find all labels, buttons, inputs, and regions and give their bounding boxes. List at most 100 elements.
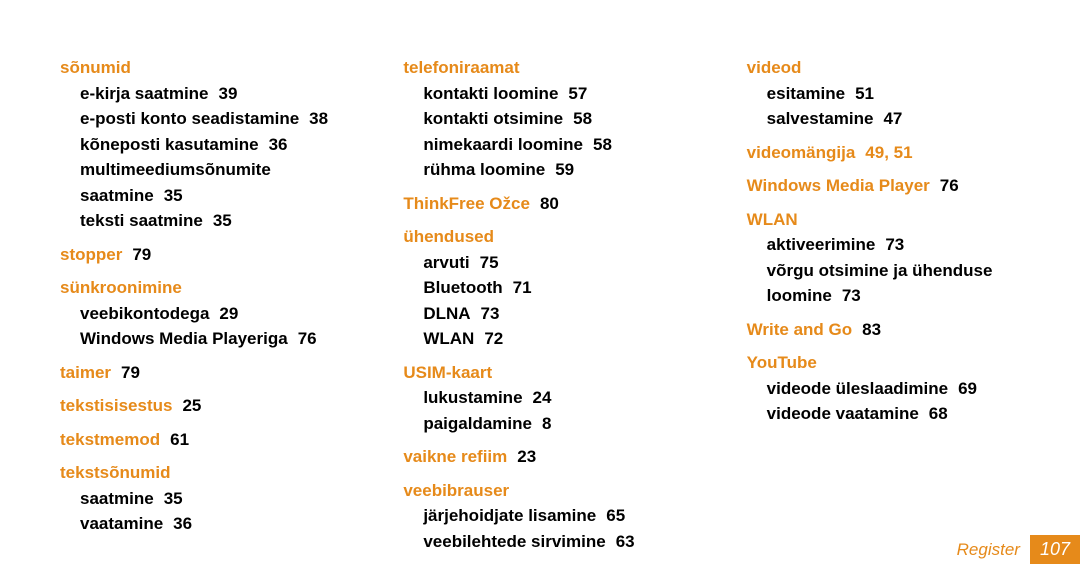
index-heading: Windows Media Player76 [747, 173, 1020, 199]
sub-label: veebilehtede sirvimine [423, 532, 605, 551]
sub-label: DLNA [423, 304, 470, 323]
index-subentry: salvestamine47 [747, 106, 1020, 132]
sub-label: nimekaardi loomine [423, 135, 583, 154]
index-heading: videod [747, 55, 1020, 81]
index-subentry: esitamine51 [747, 81, 1020, 107]
index-subentry: videode vaatamine68 [747, 401, 1020, 427]
index-heading: videomängija 49, 51 [747, 140, 1020, 166]
heading-page: 79 [121, 363, 140, 382]
index-group: veebibrauserjärjehoidjate lisamine65 veeb… [403, 478, 676, 555]
index-heading: tekstsõnumid [60, 460, 333, 486]
sub-page: 59 [555, 160, 574, 179]
index-subentry: DLNA 73 [403, 301, 676, 327]
sub-page: 24 [533, 388, 552, 407]
heading-page: 83 [862, 320, 881, 339]
index-subentry: järjehoidjate lisamine65 [403, 503, 676, 529]
index-heading: sünkroonimine [60, 275, 333, 301]
index-subentry: Windows Media Playeriga 76 [60, 326, 333, 352]
heading-label: USIM-kaart [403, 363, 492, 382]
heading-page: 25 [182, 396, 201, 415]
sub-label: WLAN [423, 329, 474, 348]
sub-page: 57 [568, 84, 587, 103]
heading-label: videomängija [747, 143, 856, 162]
index-column: telefoniraamatkontakti loomine57kontakti… [403, 55, 676, 562]
heading-page: 79 [132, 245, 151, 264]
index-heading: veebibrauser [403, 478, 676, 504]
sub-label: vaatamine [80, 514, 163, 533]
heading-label: vaikne refiim [403, 447, 507, 466]
heading-label: taimer [60, 363, 111, 382]
sub-page: 47 [883, 109, 902, 128]
index-heading: YouTube [747, 350, 1020, 376]
sub-page: 72 [484, 329, 503, 348]
index-column: sõnumide-kirja saatmine39e-posti konto s… [60, 55, 333, 562]
index-subentry: võrgu otsimine ja ühenduse loomine73 [747, 258, 1020, 309]
sub-label: Windows Media Playeriga [80, 329, 288, 348]
heading-label: Windows Media Player [747, 176, 930, 195]
index-group: Write and Go 83 [747, 317, 1020, 343]
index-subentry: multimeediumsõnumite saatmine35 [60, 157, 333, 208]
index-subentry: teksti saatmine35 [60, 208, 333, 234]
index-group: Windows Media Player76 [747, 173, 1020, 199]
sub-page: 69 [958, 379, 977, 398]
heading-page: 61 [170, 430, 189, 449]
index-subentry: kontakti otsimine58 [403, 106, 676, 132]
heading-label: tekstmemod [60, 430, 160, 449]
sub-label: rühma loomine [423, 160, 545, 179]
index-subentry: nimekaardi loomine 58 [403, 132, 676, 158]
heading-label: sõnumid [60, 58, 131, 77]
sub-label: lukustamine [423, 388, 522, 407]
heading-page: 23 [517, 447, 536, 466]
sub-page: 39 [219, 84, 238, 103]
heading-label: Write and Go [747, 320, 852, 339]
index-group: sõnumide-kirja saatmine39e-posti konto s… [60, 55, 333, 234]
index-heading: taimer 79 [60, 360, 333, 386]
index-subentry: rühma loomine 59 [403, 157, 676, 183]
sub-label: saatmine [80, 489, 154, 508]
index-heading: tekstisisestus25 [60, 393, 333, 419]
index-column: videodesitamine51salvestamine47 videomäng… [747, 55, 1020, 562]
heading-label: WLAN [747, 210, 798, 229]
heading-label: tekstsõnumid [60, 463, 171, 482]
index-heading: ühendused [403, 224, 676, 250]
sub-label: kõneposti kasutamine [80, 135, 259, 154]
sub-label: Bluetooth [423, 278, 502, 297]
sub-page: 35 [213, 211, 232, 230]
sub-page: 36 [173, 514, 192, 533]
index-group: tekstisisestus25 [60, 393, 333, 419]
index-heading: sõnumid [60, 55, 333, 81]
sub-page: 73 [842, 286, 861, 305]
sub-page: 8 [542, 414, 551, 433]
index-group: sünkroonimineveebikontodega29Windows Med… [60, 275, 333, 352]
index-subentry: veebikontodega29 [60, 301, 333, 327]
index-heading: USIM-kaart [403, 360, 676, 386]
sub-page: 65 [606, 506, 625, 525]
index-group: telefoniraamatkontakti loomine57kontakti… [403, 55, 676, 183]
sub-page: 68 [929, 404, 948, 423]
index-heading: WLAN [747, 207, 1020, 233]
sub-page: 75 [480, 253, 499, 272]
heading-page: 80 [540, 194, 559, 213]
index-subentry: e-kirja saatmine39 [60, 81, 333, 107]
sub-page: 76 [298, 329, 317, 348]
index-subentry: aktiveerimine73 [747, 232, 1020, 258]
heading-label: ühendused [403, 227, 494, 246]
sub-label: võrgu otsimine ja ühenduse loomine [767, 261, 993, 306]
index-heading: vaikne refiim 23 [403, 444, 676, 470]
index-group: ThinkFree Ožce 80 [403, 191, 676, 217]
heading-label: telefoniraamat [403, 58, 519, 77]
heading-label: ThinkFree Ožce [403, 194, 530, 213]
index-group: YouTubevideode üleslaadimine69videode va… [747, 350, 1020, 427]
sub-page: 35 [164, 489, 183, 508]
sub-page: 58 [573, 109, 592, 128]
index-subentry: saatmine 35 [60, 486, 333, 512]
sub-label: arvuti [423, 253, 469, 272]
sub-page: 63 [616, 532, 635, 551]
index-subentry: Bluetooth71 [403, 275, 676, 301]
index-group: taimer 79 [60, 360, 333, 386]
index-group: tekstmemod 61 [60, 427, 333, 453]
sub-page: 73 [481, 304, 500, 323]
sub-page: 58 [593, 135, 612, 154]
heading-page: 49, 51 [865, 143, 912, 162]
index-group: videomängija 49, 51 [747, 140, 1020, 166]
